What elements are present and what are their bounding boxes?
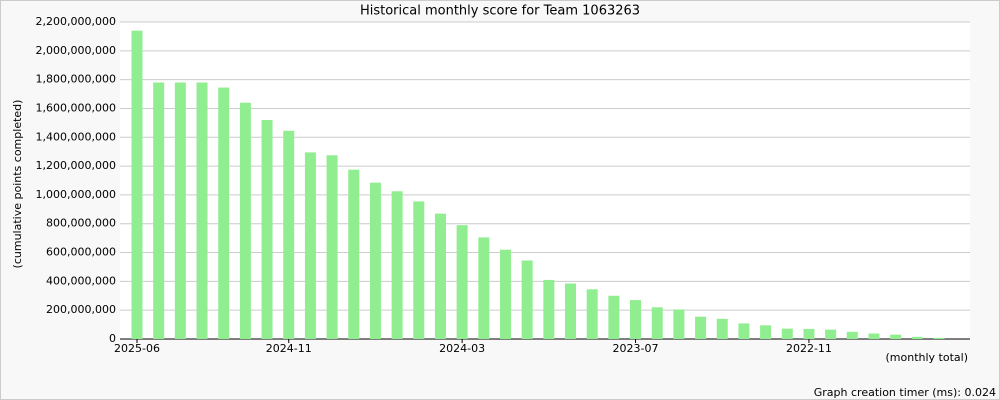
y-tick-label: 2,000,000,000 (36, 44, 116, 57)
x-tick-label: 2022-11 (786, 342, 832, 355)
bar (456, 225, 468, 339)
bar (630, 300, 642, 339)
bar (521, 260, 533, 339)
x-tick-label: 2024-11 (266, 342, 312, 355)
bar (543, 279, 555, 339)
y-tick-label: 0 (109, 332, 116, 345)
bar (890, 334, 902, 339)
y-tick-label: 1,200,000,000 (36, 159, 116, 172)
bar (131, 30, 143, 340)
bar (369, 182, 381, 339)
bar (391, 191, 403, 339)
y-tick-label: 1,400,000,000 (36, 130, 116, 143)
bar (348, 169, 360, 339)
y-tick-label: 1,600,000,000 (36, 101, 116, 114)
bar (174, 82, 186, 339)
x-tick-label: 2025-06 (114, 342, 160, 355)
bar (803, 328, 815, 339)
bar (413, 201, 425, 339)
bar (218, 87, 230, 339)
bar (153, 82, 165, 339)
y-tick-label: 1,800,000,000 (36, 73, 116, 86)
bar (304, 152, 316, 339)
bar (673, 309, 685, 339)
x-axis-label: (monthly total) (886, 351, 969, 364)
bar (651, 307, 663, 339)
y-axis-label: (cumulative points completed) (11, 100, 24, 269)
bar (499, 249, 511, 339)
bar (825, 329, 837, 339)
bar (738, 323, 750, 339)
x-tick-label: 2024-03 (439, 342, 485, 355)
y-tick-label: 800,000,000 (46, 217, 116, 230)
chart-title: Historical monthly score for Team 106326… (360, 4, 640, 19)
y-tick-label: 2,200,000,000 (36, 15, 116, 28)
bar (434, 213, 446, 339)
bar (846, 331, 858, 339)
bar (716, 318, 728, 339)
bar (695, 316, 707, 339)
bar (868, 333, 880, 339)
bar (261, 119, 273, 340)
bar (196, 82, 208, 339)
x-tick-label: 2023-07 (613, 342, 659, 355)
bar (911, 336, 923, 339)
bar (608, 295, 620, 339)
bar (933, 337, 945, 339)
y-tick-label: 1,000,000,000 (36, 188, 116, 201)
footer: Graph creation timer (ms): 0.024 (814, 386, 996, 399)
bar (478, 237, 490, 339)
y-tick-label: 400,000,000 (46, 274, 116, 287)
bar (326, 155, 338, 339)
bar (283, 130, 295, 339)
bar (239, 102, 251, 339)
y-tick-label: 200,000,000 (46, 303, 116, 316)
bar (760, 325, 772, 339)
bar (565, 283, 577, 339)
bar (781, 328, 793, 339)
bar (586, 289, 598, 339)
y-tick-label: 600,000,000 (46, 246, 116, 259)
